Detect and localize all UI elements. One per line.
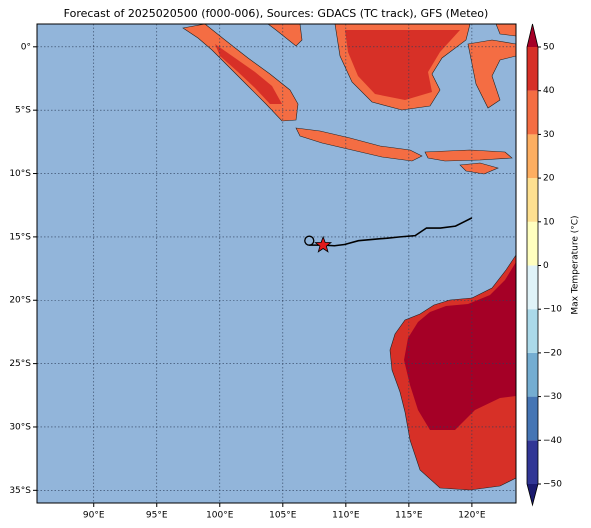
- y-tick-label: 15°S: [9, 232, 31, 242]
- track-layer: [304, 217, 473, 253]
- colorbar-tick-label: −30: [543, 392, 562, 402]
- colorbar-tick-label: −50: [543, 480, 562, 490]
- colorbar-tick-label: 10: [543, 217, 555, 227]
- colorbar-tick-label: 20: [543, 174, 555, 184]
- y-tick-label: 30°S: [9, 422, 31, 432]
- land-shape: [467, 39, 516, 109]
- land-shape: [495, 24, 516, 37]
- y-tick-label: 10°S: [9, 169, 31, 179]
- colorbar-tick-label: 50: [543, 43, 555, 53]
- colorbar-bin: [527, 309, 538, 353]
- colorbar-tick-label: −10: [543, 305, 562, 315]
- colorbar-under: [527, 484, 538, 505]
- start-marker: [304, 235, 315, 246]
- colorbar-bin: [527, 396, 538, 441]
- colorbar-bin: [527, 178, 538, 222]
- land-shape: [404, 262, 516, 430]
- y-tick-label: 25°S: [9, 359, 31, 369]
- x-tick-label: 110°E: [332, 511, 360, 521]
- colorbar-tick-label: −40: [543, 436, 562, 446]
- land-shape: [215, 44, 282, 104]
- land-shape: [459, 162, 499, 175]
- x-tick-label: 90°E: [83, 511, 105, 521]
- y-tick-label: 0°: [21, 42, 31, 52]
- land-shape: [295, 127, 423, 162]
- x-tick-label: 100°E: [206, 511, 234, 521]
- land: [182, 24, 516, 491]
- colorbar: 50 40 30 20 10 0 −10 −20 −30 −40 −50: [526, 23, 562, 507]
- colorbar-bin: [527, 90, 538, 135]
- colorbar-bin: [527, 134, 538, 179]
- x-tick-label: 115°E: [395, 511, 423, 521]
- colorbar-bin: [527, 352, 538, 397]
- colorbar-label: Max Temperature (°C): [571, 215, 581, 314]
- colorbar-bin: [527, 440, 538, 484]
- land-shape: [424, 149, 513, 162]
- colorbar-tick-label: 0: [543, 261, 549, 271]
- y-tick-label: 20°S: [9, 296, 31, 306]
- x-tick-label: 105°E: [269, 511, 297, 521]
- current-position: [314, 235, 333, 253]
- colorbar-tick-label: −20: [543, 348, 562, 358]
- x-tick-label: 95°E: [146, 511, 168, 521]
- colorbar-tick-label: 40: [543, 86, 555, 96]
- colorbar-over: [527, 24, 538, 47]
- y-tick-label: 35°S: [9, 486, 31, 496]
- x-tick-label: 120°E: [458, 511, 486, 521]
- colorbar-bin: [527, 47, 538, 91]
- map-frame: [36, 23, 517, 504]
- y-tick-label: 5°S: [15, 106, 31, 116]
- colorbar-tick-label: 30: [543, 130, 555, 140]
- colorbar-bin: [527, 265, 538, 310]
- map-title: Forecast of 2025020500 (f000-006), Sourc…: [64, 7, 489, 20]
- land-shape: [345, 30, 460, 100]
- colorbar-bin: [527, 221, 538, 266]
- grid: [37, 24, 516, 503]
- tc-track: [309, 217, 473, 247]
- land-shape: [267, 24, 303, 47]
